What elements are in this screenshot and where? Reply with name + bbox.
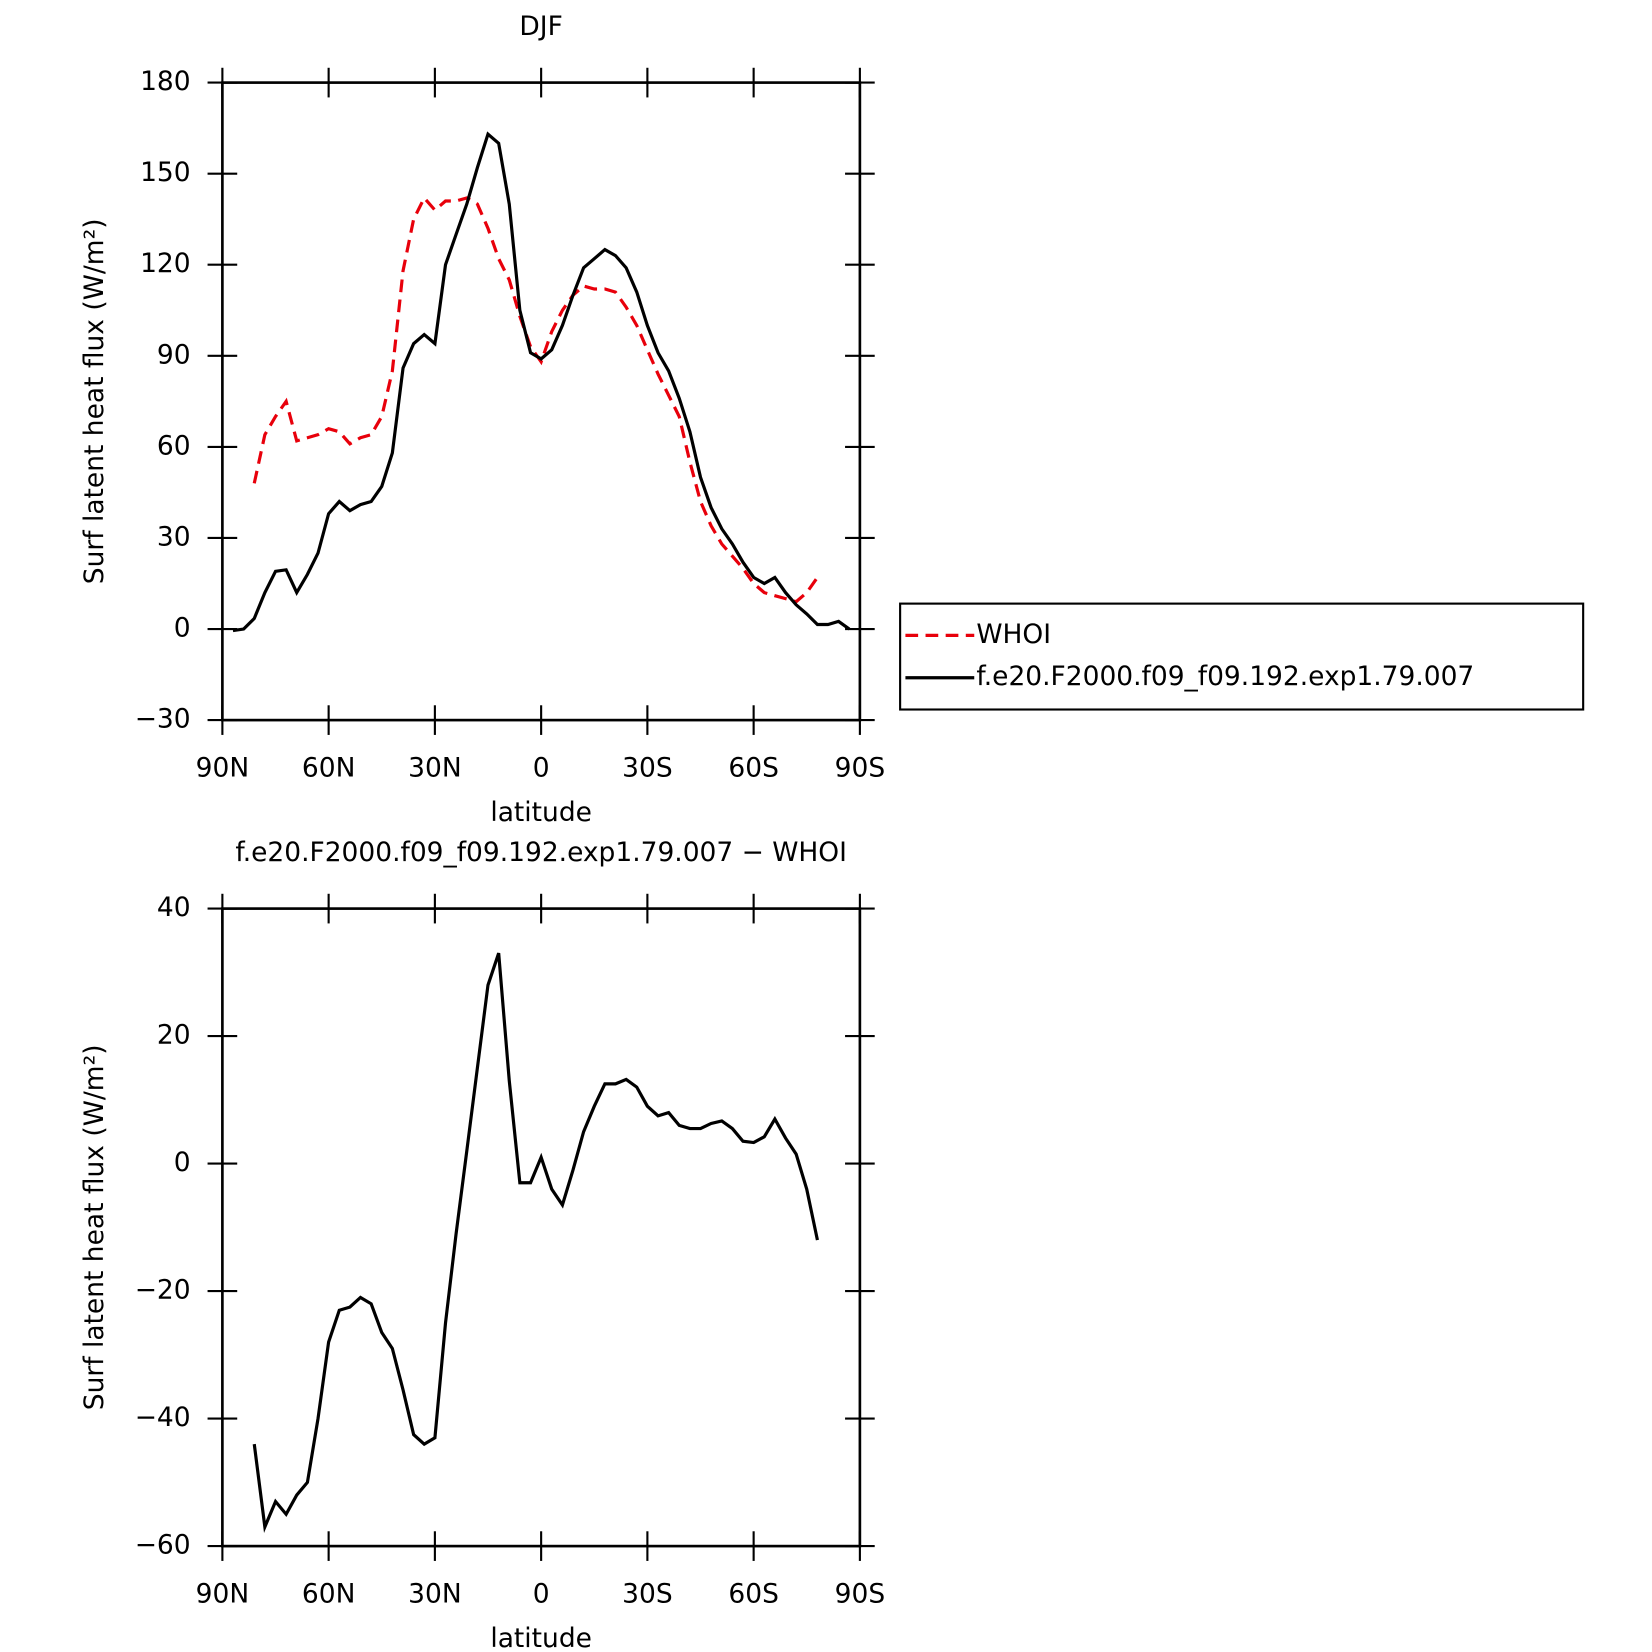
y-tick-label: −20 xyxy=(135,1275,191,1306)
y-tick-label: 120 xyxy=(140,248,191,279)
x-tick-label: 30S xyxy=(622,1578,672,1609)
legend-label: WHOI xyxy=(976,619,1051,650)
y-axis-label: Surf latent heat flux (W/m²) xyxy=(79,1044,110,1410)
y-tick-label: −30 xyxy=(135,704,191,735)
data-line xyxy=(252,195,819,604)
y-tick-label: 0 xyxy=(174,1147,191,1178)
y-tick-label: −60 xyxy=(135,1530,191,1561)
y-tick-label: 180 xyxy=(140,66,191,97)
data-line xyxy=(232,131,851,633)
x-axis-label: latitude xyxy=(490,797,592,828)
chart-title: f.e20.F2000.f09_f09.192.exp1.79.007 − WH… xyxy=(235,837,847,868)
y-tick-label: 20 xyxy=(157,1020,191,1051)
plot-frame xyxy=(221,81,862,722)
x-tick-label: 90N xyxy=(196,1578,249,1609)
y-tick-label: −40 xyxy=(135,1402,191,1433)
plot-frame xyxy=(221,907,862,1548)
chart-title: DJF xyxy=(519,11,562,42)
x-tick-label: 90S xyxy=(835,752,885,783)
y-tick-label: 150 xyxy=(140,157,191,188)
x-tick-label: 60N xyxy=(302,1578,355,1609)
x-tick-label: 0 xyxy=(533,1578,550,1609)
x-tick-label: 60N xyxy=(302,752,355,783)
x-axis-label: latitude xyxy=(490,1623,592,1652)
x-tick-label: 90S xyxy=(835,1578,885,1609)
legend-box xyxy=(899,602,1585,711)
y-tick-label: 60 xyxy=(157,430,191,461)
y-tick-label: 40 xyxy=(157,892,191,923)
y-tick-label: 30 xyxy=(157,521,191,552)
x-tick-label: 60S xyxy=(728,1578,778,1609)
x-tick-label: 30N xyxy=(408,1578,461,1609)
y-tick-label: 0 xyxy=(174,613,191,644)
y-axis-label: Surf latent heat flux (W/m²) xyxy=(79,218,110,584)
x-tick-label: 30N xyxy=(408,752,461,783)
legend-label: f.e20.F2000.f09_f09.192.exp1.79.007 xyxy=(976,661,1474,692)
x-tick-label: 0 xyxy=(533,752,550,783)
y-tick-label: 90 xyxy=(157,339,191,370)
x-tick-label: 60S xyxy=(728,752,778,783)
x-tick-label: 30S xyxy=(622,752,672,783)
data-line xyxy=(252,952,819,1533)
x-tick-label: 90N xyxy=(196,752,249,783)
